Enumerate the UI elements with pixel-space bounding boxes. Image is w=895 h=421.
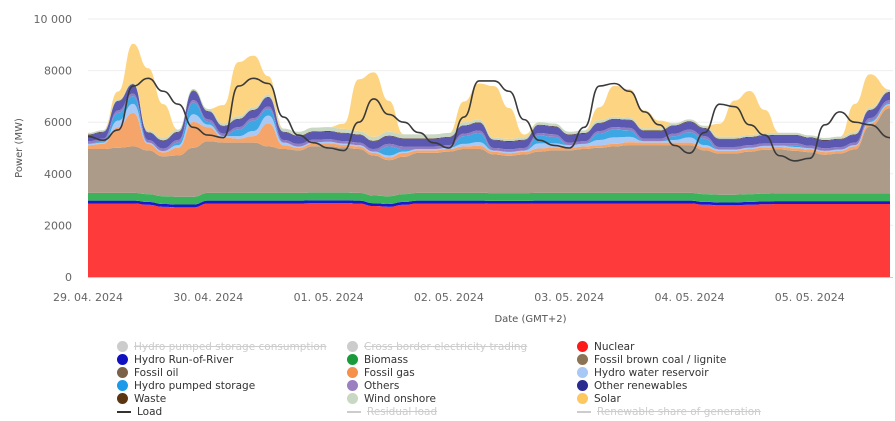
y-tick-label: 2000 [44,219,72,232]
legend-item-fossil-brown-coal-lignite[interactable]: Fossil brown coal / lignite [577,353,726,366]
legend-dot-icon [347,341,358,352]
legend-label: Hydro pumped storage [134,379,256,392]
legend-label: Fossil brown coal / lignite [594,353,727,366]
legend-item-biomass[interactable]: Biomass [347,353,408,366]
legend-line-symbol-icon [577,410,591,413]
legend-item-hydro-run-of-river[interactable]: Hydro Run-of-River [117,353,233,366]
legend-dot-icon [577,341,588,352]
legend-item-nuclear[interactable]: Nuclear [577,340,634,353]
legend-item-renewable-share-of-generation[interactable]: Renewable share of generation [577,405,761,418]
x-axis-title: Date (GMT+2) [494,314,566,325]
y-tick-label: 10 000 [34,13,73,26]
legend-item-hydro-pumped-storage[interactable]: Hydro pumped storage [117,379,255,392]
y-tick-label: 4000 [44,168,72,181]
y-tick-label: 6000 [44,116,72,129]
legend-dot-icon [117,354,128,365]
legend-dot-icon [117,393,128,404]
legend-dot-icon [577,354,588,365]
legend-label: Other renewables [594,379,688,392]
legend-dot-icon [577,393,588,404]
legend-item-other-renewables[interactable]: Other renewables [577,379,687,392]
area-fossil-gas[interactable] [88,105,890,161]
x-axis-ticks: 29. 04. 2024 30. 04. 2024 01. 05. 2024 02. … [53,291,845,304]
legend-line-symbol-icon [347,410,361,413]
x-tick-label: 05. 05. 2024 [775,291,845,304]
area-hydro-run-of-river[interactable] [88,200,890,208]
legend-dot-icon [117,380,128,391]
y-tick-label: 8000 [44,65,72,78]
legend-item-waste[interactable]: Waste [117,392,166,405]
legend-label: Load [137,405,163,418]
legend-label: Biomass [364,353,409,366]
chart-legend: Hydro pumped storage consumption Cross bo… [0,336,895,421]
x-tick-label: 30. 04. 2024 [173,291,243,304]
legend-dot-icon [347,393,358,404]
legend-dot-icon [347,367,358,378]
x-tick-label: 01. 05. 2024 [294,291,364,304]
area-series-group [88,43,890,277]
legend-item-wind-onshore[interactable]: Wind onshore [347,392,436,405]
legend-item-load[interactable]: Load [117,405,162,418]
legend-item-others[interactable]: Others [347,379,399,392]
area-fossil-brown-coal-lignite[interactable] [88,108,890,197]
legend-line-symbol-icon [117,410,131,413]
legend-label: Wind onshore [364,392,436,405]
area-hydro-pumped-storage[interactable] [88,96,890,156]
x-tick-label: 04. 05. 2024 [655,291,725,304]
legend-dot-icon [347,380,358,391]
legend-label: Residual load [367,405,438,418]
legend-item-hydro-pumped-storage-consumption[interactable]: Hydro pumped storage consumption [117,340,327,353]
legend-label: Cross border electricity trading [364,340,528,353]
legend-label: Nuclear [594,340,635,353]
legend-item-cross-border-electricity-trading[interactable]: Cross border electricity trading [347,340,527,353]
legend-item-fossil-gas[interactable]: Fossil gas [347,366,415,379]
x-tick-label: 29. 04. 2024 [53,291,123,304]
legend-label: Waste [134,392,167,405]
area-nuclear[interactable] [88,203,890,277]
area-others[interactable] [88,93,890,152]
area-other-renewables[interactable] [88,84,890,150]
line-load[interactable] [87,77,891,162]
legend-label: Solar [594,392,621,405]
legend-dot-icon [577,380,588,391]
area-biomass[interactable] [88,192,890,205]
y-tick-label: 0 [65,271,72,284]
x-tick-label: 03. 05. 2024 [534,291,604,304]
area-solar[interactable] [88,43,890,139]
legend-label: Fossil gas [364,366,415,379]
legend-item-solar[interactable]: Solar [577,392,621,405]
line-series-group [87,77,891,162]
legend-item-residual-load[interactable]: Residual load [347,405,437,418]
legend-item-fossil-oil[interactable]: Fossil oil [117,366,178,379]
legend-dot-icon [117,341,128,352]
legend-label: Renewable share of generation [597,405,761,418]
legend-label: Hydro water reservoir [594,366,709,379]
y-axis-ticks: 0 2000 4000 6000 8000 10 000 [34,13,73,284]
stacked-area-chart: 0 2000 4000 6000 8000 10 000 29. 04. 2024 30. … [14,13,893,325]
legend-item-hydro-water-reservoir[interactable]: Hydro water reservoir [577,366,709,379]
legend-label: Hydro Run-of-River [134,353,234,366]
legend-dot-icon [117,367,128,378]
area-hydro-water-reservoir[interactable] [88,103,890,158]
x-tick-label: 02. 05. 2024 [414,291,484,304]
legend-dot-icon [347,354,358,365]
legend-label: Hydro pumped storage consumption [134,340,327,353]
legend-dot-icon [577,367,588,378]
y-axis-title: Power (MW) [14,118,25,178]
legend-label: Fossil oil [134,366,179,379]
legend-label: Others [364,379,400,392]
